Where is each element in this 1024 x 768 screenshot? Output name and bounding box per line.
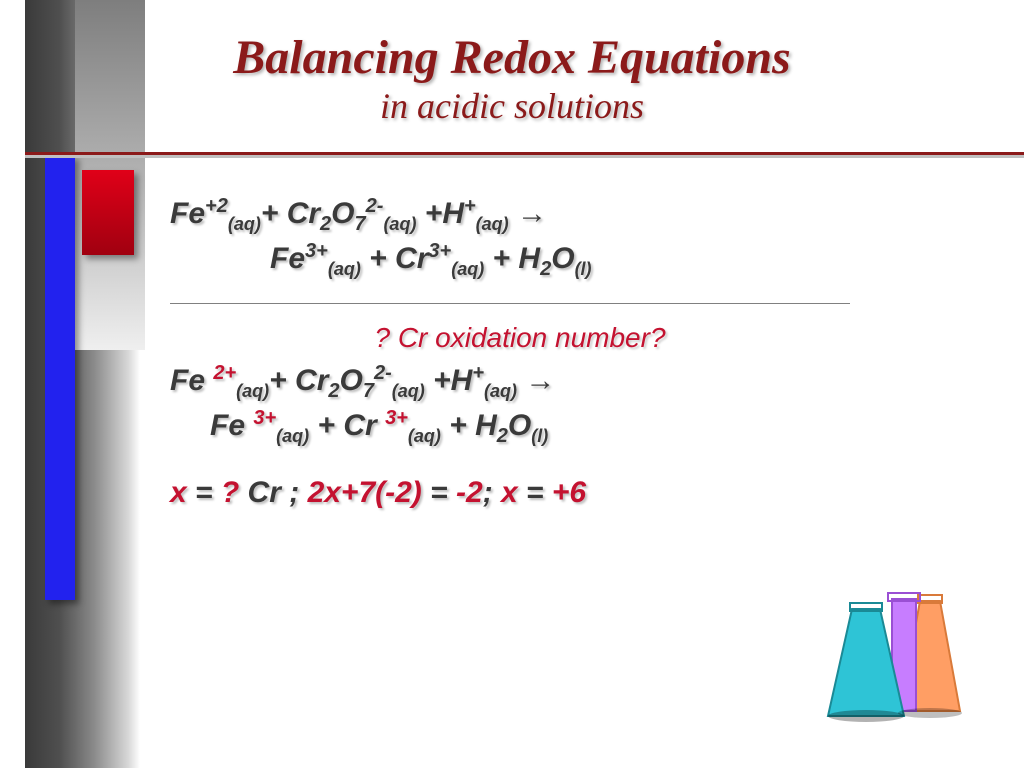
fe-charge: 3+ bbox=[253, 407, 276, 429]
h-symbol: H bbox=[442, 197, 464, 230]
fe-symbol: Fe bbox=[270, 242, 305, 275]
h-state: (aq) bbox=[484, 381, 517, 401]
calculation-line: x = ? Cr ; 2x+7(-2) = -2; x = +6 bbox=[170, 476, 970, 510]
cr-symbol: Cr bbox=[287, 197, 320, 230]
h-state: (aq) bbox=[476, 214, 509, 234]
cr-text: Cr ; bbox=[239, 476, 307, 509]
o-symbol: O bbox=[508, 409, 531, 442]
o-symbol: O bbox=[340, 364, 363, 397]
horizontal-rule bbox=[25, 152, 1024, 155]
fe-state: (aq) bbox=[276, 426, 309, 446]
slide-content: Fe+2(aq)+ Cr2O72-(aq) +H+(aq) → Fe3+(aq)… bbox=[170, 195, 970, 510]
fe-symbol: Fe bbox=[170, 364, 213, 397]
fe-symbol: Fe bbox=[170, 197, 205, 230]
value-2: +6 bbox=[552, 476, 586, 509]
h-charge: + bbox=[472, 362, 484, 384]
cr-charge: 3+ bbox=[385, 407, 408, 429]
plus: + bbox=[425, 197, 443, 230]
beakers-icon bbox=[824, 573, 994, 733]
plus: + bbox=[369, 242, 387, 275]
equation-1-products: Fe3+(aq) + Cr3+(aq) + H2O(l) bbox=[170, 240, 970, 281]
h-sub: 2 bbox=[497, 425, 508, 447]
cr-state: (aq) bbox=[383, 214, 416, 234]
equation-1-reactants: Fe+2(aq)+ Cr2O72-(aq) +H+(aq) → bbox=[170, 195, 970, 236]
h-symbol: H bbox=[451, 364, 473, 397]
plus: + bbox=[433, 364, 451, 397]
o-state: (l) bbox=[575, 259, 592, 279]
equation-2-reactants: Fe 2+(aq)+ Cr2O72-(aq) +H+(aq) → bbox=[170, 362, 970, 403]
slide-subtitle: in acidic solutions bbox=[0, 85, 1024, 127]
equation-2-products: Fe 3+(aq) + Cr 3+(aq) + H2O(l) bbox=[170, 407, 970, 448]
x-var: x bbox=[501, 476, 518, 509]
oxidation-question: ? Cr oxidation number? bbox=[170, 322, 870, 354]
expression: 2x+7(-2) bbox=[308, 476, 422, 509]
cr-state: (aq) bbox=[451, 259, 484, 279]
arrow: → bbox=[517, 197, 547, 230]
fe-state: (aq) bbox=[236, 381, 269, 401]
plus: + bbox=[269, 364, 287, 397]
cr-charge: 2- bbox=[366, 195, 384, 217]
value-1: -2 bbox=[456, 476, 483, 509]
cr-sub: 2 bbox=[320, 213, 331, 235]
fe-state: (aq) bbox=[328, 259, 361, 279]
fe-symbol: Fe bbox=[210, 409, 253, 442]
equals: = bbox=[518, 476, 552, 509]
blue-accent-bar bbox=[45, 155, 75, 600]
equals: = bbox=[187, 476, 221, 509]
semicolon: ; bbox=[483, 476, 501, 509]
cr-charge: 2- bbox=[374, 362, 392, 384]
plus: + bbox=[318, 409, 336, 442]
cr-state: (aq) bbox=[408, 426, 441, 446]
slide-title: Balancing Redox Equations bbox=[0, 30, 1024, 85]
h-charge: + bbox=[464, 195, 476, 217]
o-sub: 7 bbox=[355, 213, 366, 235]
x-var: x bbox=[170, 476, 187, 509]
h-symbol: H bbox=[518, 242, 540, 275]
plus: + bbox=[261, 197, 279, 230]
arrow: → bbox=[525, 364, 555, 397]
cr-sub: 2 bbox=[328, 380, 339, 402]
cr-charge: 3+ bbox=[428, 240, 451, 262]
question-mark: ? bbox=[221, 476, 239, 509]
h-sub: 2 bbox=[540, 258, 551, 280]
fe-charge: +2 bbox=[205, 195, 228, 217]
o-sub: 7 bbox=[363, 380, 374, 402]
equals: = bbox=[422, 476, 456, 509]
slide-header: Balancing Redox Equations in acidic solu… bbox=[0, 30, 1024, 127]
red-accent-square bbox=[82, 170, 134, 255]
cr-symbol: Cr bbox=[295, 364, 328, 397]
o-state: (l) bbox=[531, 426, 548, 446]
cr-symbol: Cr bbox=[395, 242, 428, 275]
cr-state: (aq) bbox=[392, 381, 425, 401]
fe-charge: 2+ bbox=[213, 362, 236, 384]
h-symbol: H bbox=[475, 409, 497, 442]
plus: + bbox=[449, 409, 467, 442]
cr-symbol: Cr bbox=[343, 409, 385, 442]
o-symbol: O bbox=[331, 197, 354, 230]
divider-line bbox=[170, 303, 850, 304]
fe-state: (aq) bbox=[228, 214, 261, 234]
plus: + bbox=[493, 242, 511, 275]
fe-charge: 3+ bbox=[305, 240, 328, 262]
o-symbol: O bbox=[551, 242, 574, 275]
